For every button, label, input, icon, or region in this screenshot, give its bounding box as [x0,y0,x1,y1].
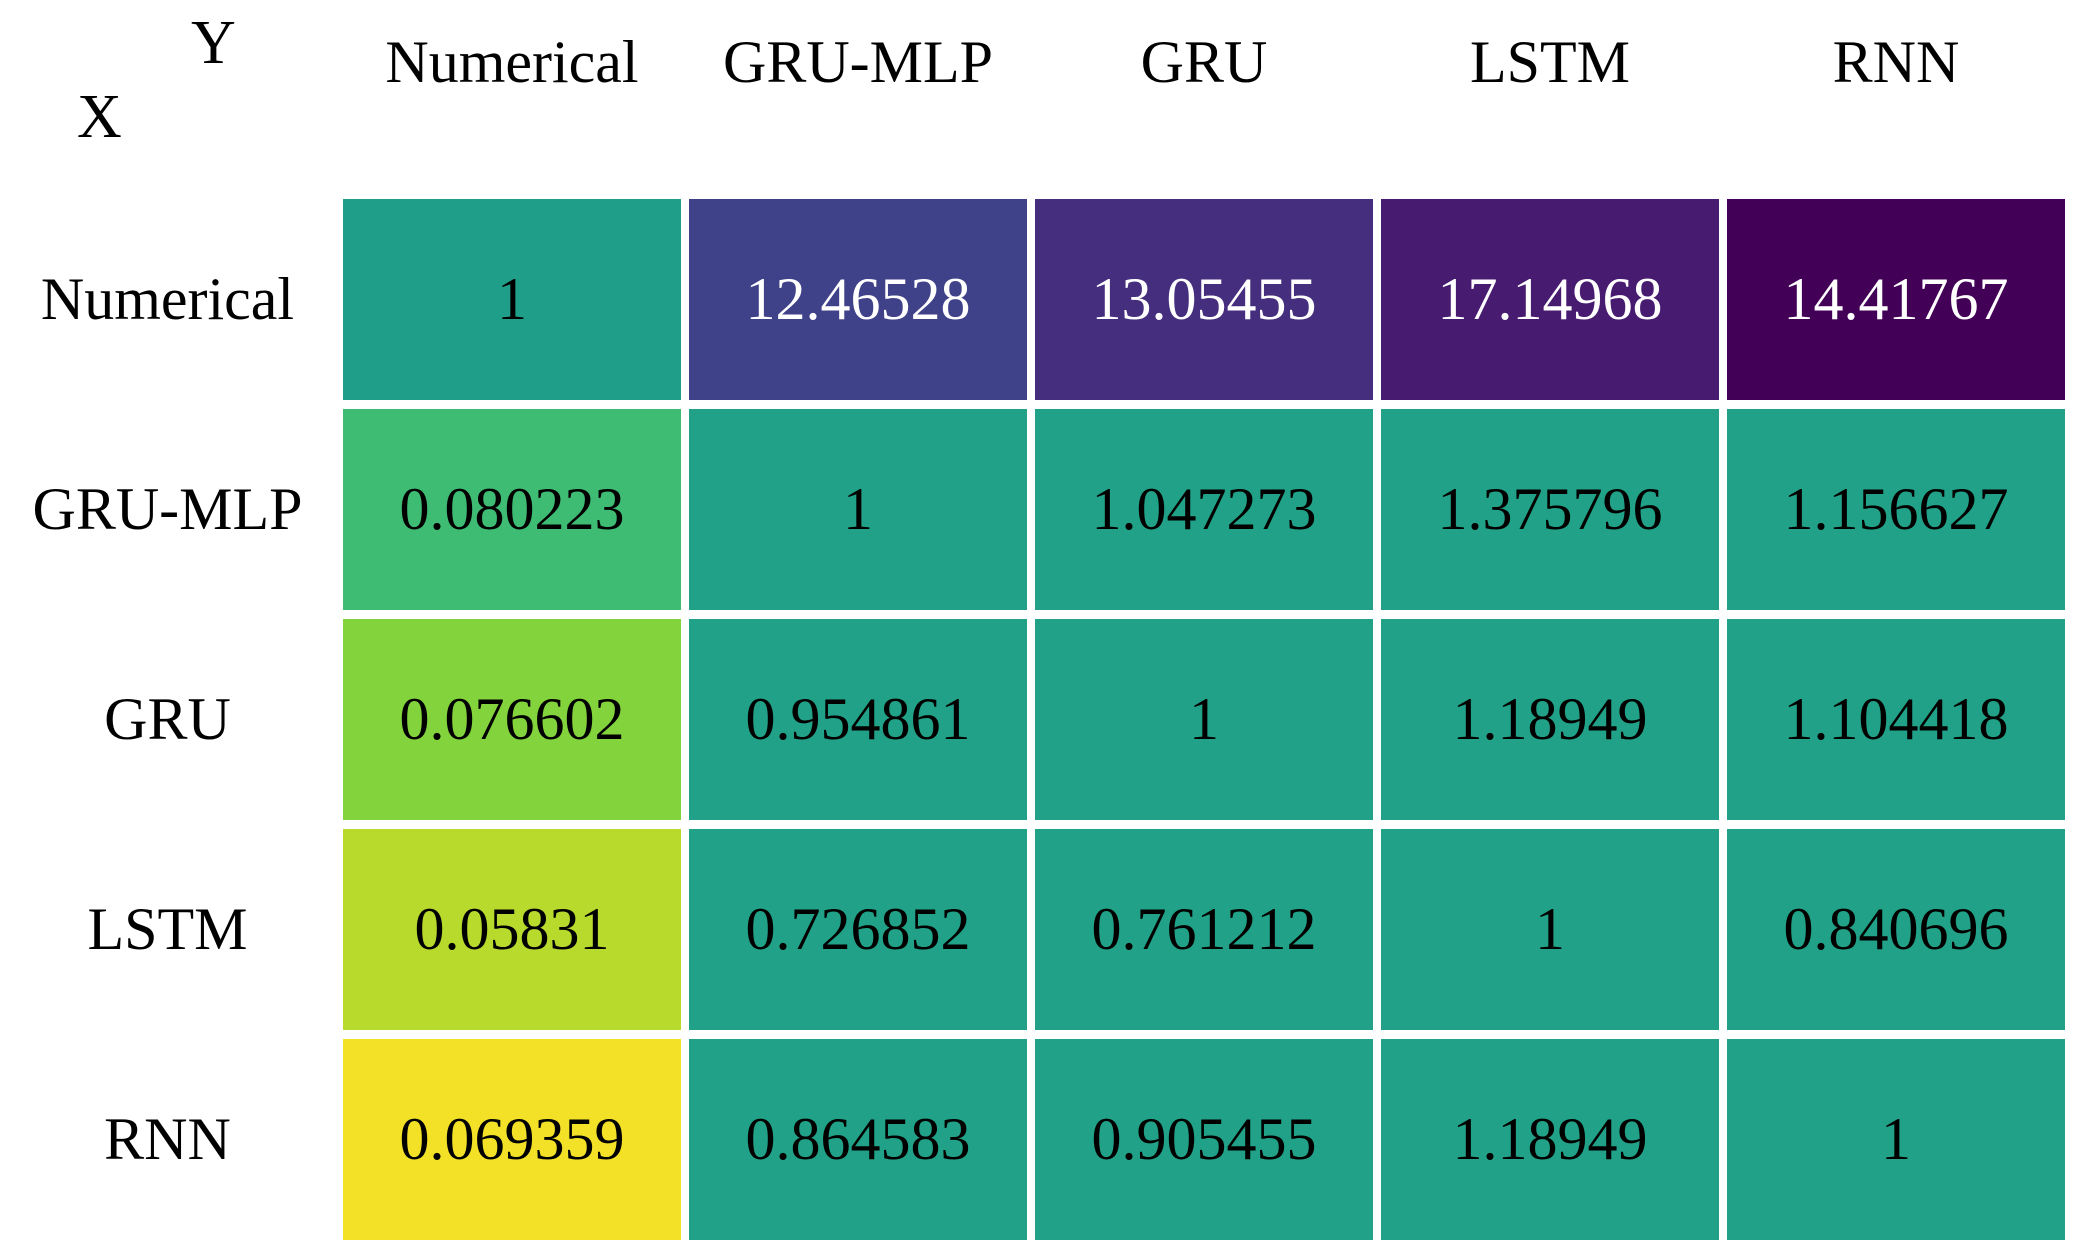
heatmap-cell: 13.05455 [1035,199,1373,400]
heatmap-cell: 1.047273 [1035,409,1373,610]
heatmap-cell: 1 [689,409,1027,610]
heatmap-cell: 0.840696 [1727,829,2065,1030]
heatmap-cell: 1.18949 [1381,1039,1719,1240]
heatmap-cell: 0.864583 [689,1039,1027,1240]
heatmap-cell: 17.14968 [1381,199,1719,400]
row-label-lstm: LSTM [87,896,248,962]
heatmap-cell: 0.761212 [1035,829,1373,1030]
column-header-lstm: LSTM [1469,29,1631,95]
heatmap-cell: 1.18949 [1381,619,1719,820]
heatmap-cell: 0.069359 [343,1039,681,1240]
axis-corner: Y X [0,8,335,190]
heatmap-cell: 1 [1035,619,1373,820]
heatmap-cell: 1 [1727,1039,2065,1240]
heatmap-cell: 0.076602 [343,619,681,820]
heatmap-cell: 14.41767 [1727,199,2065,400]
heatmap-cell: 1.375796 [1381,409,1719,610]
heatmap-cell: 1 [343,199,681,400]
heatmap-cell: 1 [1381,829,1719,1030]
column-header-numerical: Numerical [385,29,639,95]
row-label-gru-mlp: GRU-MLP [32,476,303,542]
heatmap-cell: 1.156627 [1727,409,2065,610]
y-axis-label: Y [190,9,236,77]
row-label-rnn: RNN [104,1106,231,1172]
heatmap-cell: 1.104418 [1727,619,2065,820]
heatmap-cell: 0.905455 [1035,1039,1373,1240]
column-header-gru: GRU [1140,29,1268,95]
heatmap-cell: 0.726852 [689,829,1027,1030]
x-axis-label: X [77,83,122,151]
heatmap-cell: 0.05831 [343,829,681,1030]
heatmap-cell: 12.46528 [689,199,1027,400]
column-header-rnn: RNN [1832,29,1960,95]
heatmap-cell: 0.954861 [689,619,1027,820]
row-label-numerical: Numerical [40,266,295,332]
row-label-gru: GRU [104,686,231,752]
column-header-gru-mlp: GRU-MLP [722,29,994,95]
heatmap-cell: 0.080223 [343,409,681,610]
